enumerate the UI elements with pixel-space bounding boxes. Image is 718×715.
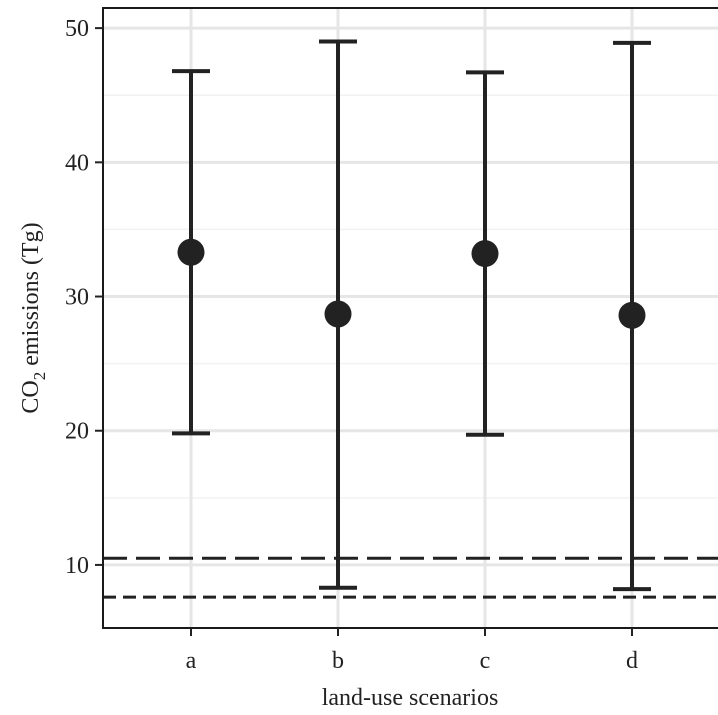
y-axis-title-rest: emissions (Tg) [18, 222, 44, 371]
data-point [471, 240, 499, 268]
y-tick-label: 50 [65, 16, 89, 42]
data-point [177, 238, 205, 266]
x-tick-label: c [480, 648, 491, 674]
data-layer [172, 39, 651, 592]
reference-lines [103, 556, 718, 599]
y-tick-label: 20 [65, 419, 89, 445]
y-tick-label: 10 [65, 553, 89, 579]
x-tick-label: b [332, 648, 344, 674]
x-axis-title: land-use scenarios [322, 685, 499, 711]
x-axis: a b c d [186, 628, 638, 674]
y-axis-title: CO2 emissions (Tg) [18, 222, 49, 413]
data-point [324, 300, 352, 328]
x-tick-label: a [186, 648, 197, 674]
y-axis-title-main: CO [18, 380, 44, 413]
data-point [618, 301, 646, 329]
y-tick-label: 30 [65, 285, 89, 311]
y-tick-label: 40 [65, 150, 89, 176]
x-tick-label: d [626, 648, 638, 674]
y-axis-title-subscript: 2 [30, 372, 49, 381]
y-axis: 10 20 30 40 50 [65, 16, 103, 579]
panel-border [102, 7, 718, 629]
